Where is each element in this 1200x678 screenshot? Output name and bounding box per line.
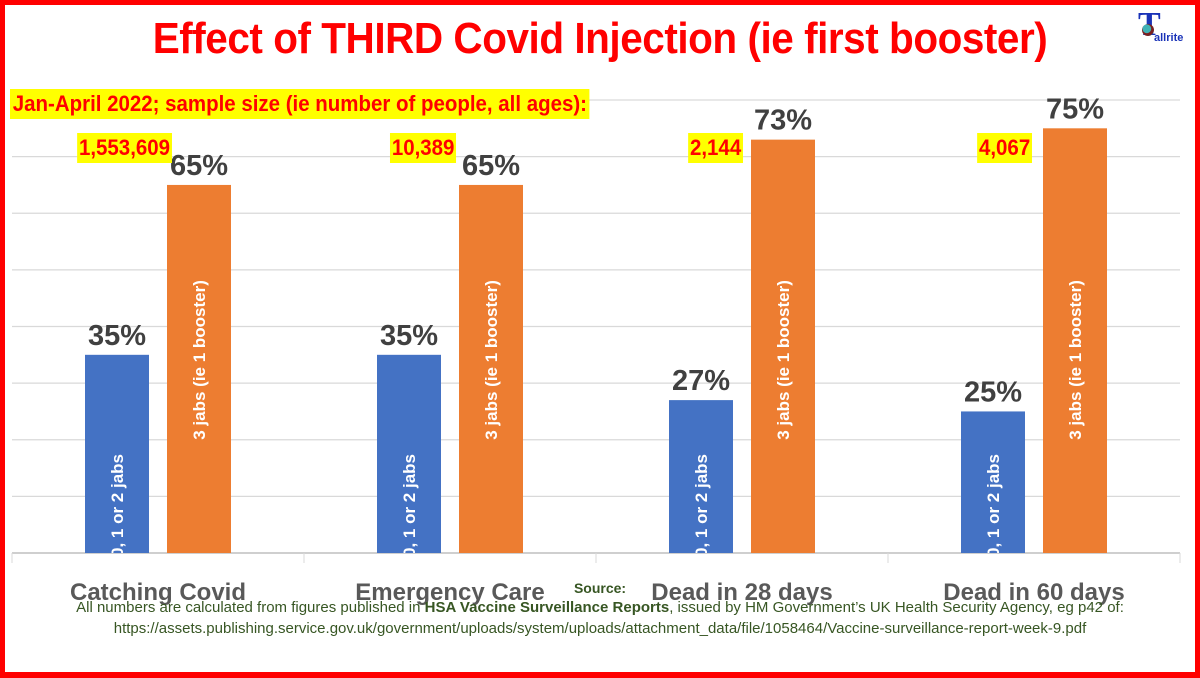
sample-size-dead-28-days: 2,144 xyxy=(688,133,743,163)
source-prefix: All numbers are calculated from figures … xyxy=(76,599,425,616)
bar-boosted-0 xyxy=(167,184,231,553)
bar-boosted-2 xyxy=(751,139,815,553)
tallrite-logo: T allrite xyxy=(1134,6,1194,48)
series-name-in-bar: 3 jabs (ie 1 booster) xyxy=(482,280,501,440)
sample-size-dead-60-days: 4,067 xyxy=(977,133,1032,163)
value-label: 65% xyxy=(462,150,520,182)
value-label: 75% xyxy=(1046,93,1104,125)
value-label: 27% xyxy=(672,365,730,397)
bar-boosted-1 xyxy=(459,184,523,553)
category-label: Catching Covid xyxy=(70,579,246,606)
source-heading: Source: xyxy=(573,580,627,596)
subtitle: Jan-April 2022; sample size (ie number o… xyxy=(10,89,590,119)
bar-boosted-3 xyxy=(1043,128,1107,553)
bars: 0, 1 or 2 jabs 3 jabs (ie 1 booster) 0, 1 … xyxy=(85,128,1107,557)
category-labels: Catching Covid Emergency Care Dead in 28 d… xyxy=(70,579,1125,606)
value-label: 35% xyxy=(380,320,438,352)
globe-icon xyxy=(1142,24,1154,36)
series-name-in-bar: 3 jabs (ie 1 booster) xyxy=(774,280,793,440)
series-name-in-bar: 0, 1 or 2 jabs xyxy=(984,454,1003,557)
category-label: Emergency Care xyxy=(355,579,544,606)
category-label: Dead in 28 days xyxy=(651,579,832,606)
value-label: 65% xyxy=(170,150,228,182)
source-report-name: HSA Vaccine Surveillance Reports xyxy=(424,599,670,616)
sample-size-emergency-care: 10,389 xyxy=(389,133,456,163)
chart-title: Effect of THIRD Covid Injection (ie firs… xyxy=(152,14,1048,63)
value-label: 25% xyxy=(964,376,1022,408)
logo-text: allrite xyxy=(1154,32,1184,44)
value-label: 35% xyxy=(88,320,146,352)
source-description: All numbers are calculated from figures … xyxy=(0,599,1200,616)
series-name-in-bar: 0, 1 or 2 jabs xyxy=(400,454,419,557)
series-name-in-bar: 0, 1 or 2 jabs xyxy=(108,454,127,557)
category-label: Dead in 60 days xyxy=(943,579,1124,606)
series-name-in-bar: 3 jabs (ie 1 booster) xyxy=(1066,280,1085,440)
sample-size-catching-covid: 1,553,609 xyxy=(77,133,172,163)
series-name-in-bar: 0, 1 or 2 jabs xyxy=(692,454,711,557)
series-name-in-bar: 3 jabs (ie 1 booster) xyxy=(190,280,209,440)
source-suffix: , issued by HM Government’s UK Health Se… xyxy=(669,599,1124,616)
bar-unboosted-1 xyxy=(377,354,441,553)
bar-unboosted-0 xyxy=(85,354,149,553)
bar-unboosted-3 xyxy=(961,411,1025,553)
source-url[interactable]: https://assets.publishing.service.gov.uk… xyxy=(113,620,1087,637)
value-label: 73% xyxy=(754,105,812,137)
bar-unboosted-2 xyxy=(669,400,733,553)
value-labels: 35% 65% 35% 65% 27% 73% 25% 75% xyxy=(88,93,1104,408)
